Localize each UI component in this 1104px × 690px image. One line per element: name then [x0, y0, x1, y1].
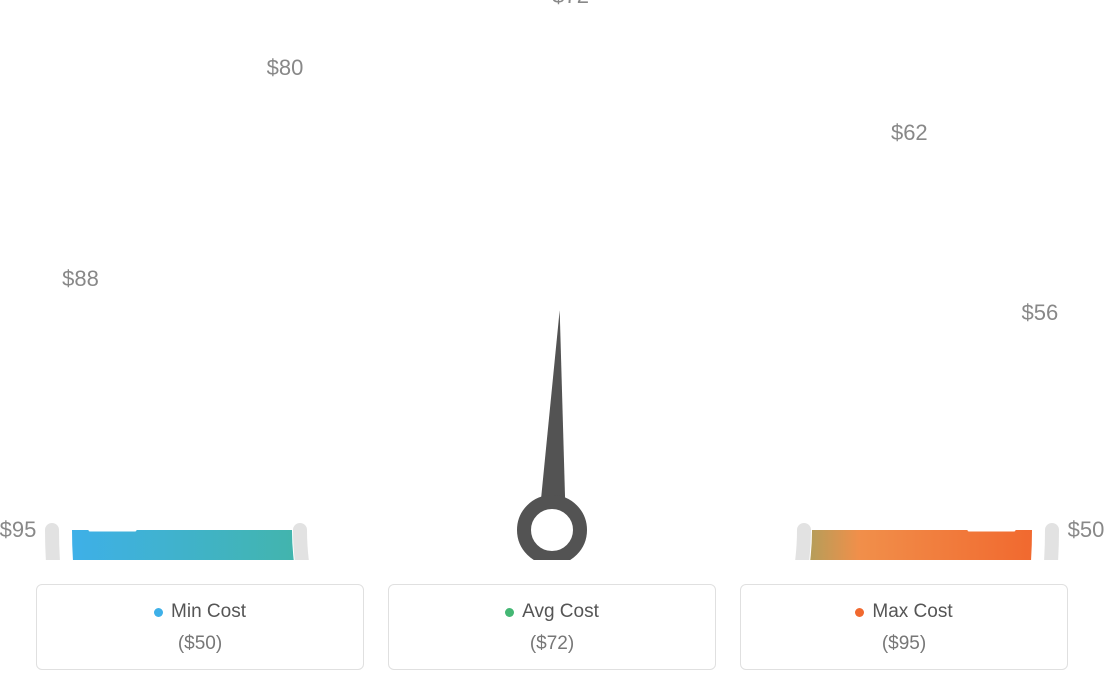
legend-card-avg: Avg Cost ($72)	[388, 584, 716, 670]
legend-value-max: ($95)	[753, 633, 1055, 655]
gauge-tick-label: $50	[1068, 517, 1104, 543]
legend-label-max: Max Cost	[872, 601, 952, 623]
dot-min	[154, 608, 163, 617]
legend-value-min: ($50)	[49, 633, 351, 655]
gauge-tick-label: $88	[62, 266, 99, 292]
dot-max	[855, 608, 864, 617]
gauge-area: $50 $56 $62 $72 $80 $88 $95	[0, 0, 1104, 560]
dot-avg	[505, 608, 514, 617]
legend-row: Min Cost ($50) Avg Cost ($72) Max Cost (…	[36, 584, 1068, 670]
legend-card-max: Max Cost ($95)	[740, 584, 1068, 670]
legend-value-avg: ($72)	[401, 633, 703, 655]
legend-label-row: Avg Cost	[401, 601, 703, 623]
legend-label-row: Min Cost	[49, 601, 351, 623]
legend-label-min: Min Cost	[171, 601, 246, 623]
gauge-tick-label: $56	[1021, 300, 1058, 326]
gauge-tick-label: $72	[552, 0, 589, 9]
legend-label-row: Max Cost	[753, 601, 1055, 623]
gauge-chart-container: $50 $56 $62 $72 $80 $88 $95 Min Cost ($50) Avg…	[0, 0, 1104, 690]
gauge-svg	[0, 0, 1104, 560]
gauge-tick-label: $95	[0, 517, 36, 543]
gauge-tick-label: $62	[891, 120, 928, 146]
legend-label-avg: Avg Cost	[522, 601, 599, 623]
legend-card-min: Min Cost ($50)	[36, 584, 364, 670]
gauge-tick-label: $80	[267, 55, 304, 81]
